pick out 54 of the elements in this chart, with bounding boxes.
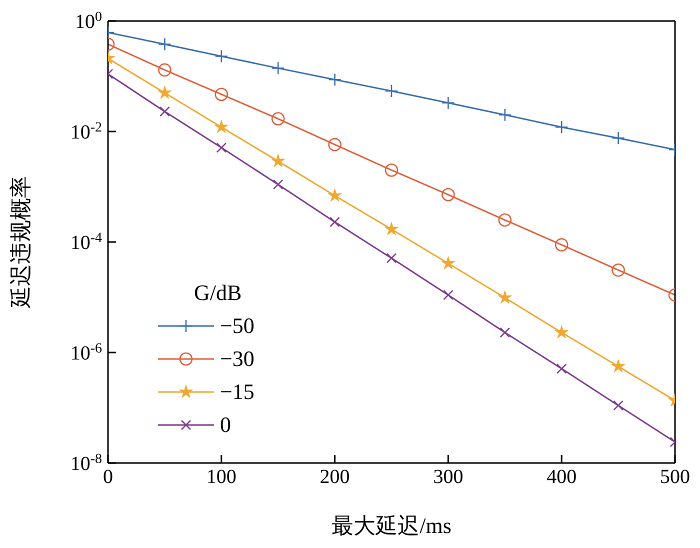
point	[554, 325, 569, 338]
point	[158, 86, 172, 99]
point	[613, 400, 624, 411]
x-axis-title: 最大延迟/ms	[332, 513, 452, 538]
point	[158, 63, 172, 77]
point	[500, 327, 510, 338]
point	[214, 50, 228, 63]
point	[384, 222, 398, 236]
y-tick-label: 10$^{0}$	[75, 10, 102, 33]
x-tick-label: 300	[433, 466, 464, 488]
point	[441, 256, 456, 270]
point	[442, 96, 455, 110]
point	[328, 72, 342, 86]
point	[611, 359, 626, 372]
point	[612, 263, 625, 277]
point	[498, 108, 512, 122]
point	[330, 216, 340, 228]
x-tick-label: 400	[546, 466, 577, 488]
point	[214, 120, 228, 134]
point	[328, 188, 342, 202]
y-tick-label: 10$^{-6}$	[70, 341, 102, 364]
point	[386, 253, 397, 264]
legend-label: −30	[220, 345, 254, 373]
y-tick-label: 10$^{-8}$	[70, 452, 102, 475]
point	[384, 84, 398, 98]
point	[216, 142, 227, 153]
point	[160, 106, 170, 117]
point	[554, 238, 568, 252]
point	[498, 290, 512, 304]
x-tick-label: 100	[206, 466, 236, 488]
point	[328, 138, 342, 152]
point	[554, 120, 568, 134]
point	[442, 188, 455, 202]
point	[384, 163, 398, 177]
point	[498, 213, 512, 227]
legend-label: −15	[220, 378, 254, 406]
y-tick-label: 10$^{-4}$	[70, 230, 102, 254]
y-axis-title: 延迟违规概率	[8, 176, 33, 309]
legend-title: G/dB	[193, 279, 243, 307]
legend-label: 0	[220, 411, 231, 439]
point	[443, 290, 454, 300]
point	[214, 88, 228, 102]
point	[612, 131, 625, 145]
point	[271, 62, 285, 75]
point	[271, 154, 286, 168]
point	[556, 364, 567, 374]
legend-label: −50	[220, 312, 254, 340]
x-tick-label: 500	[660, 466, 690, 488]
point	[271, 112, 285, 126]
point	[158, 38, 172, 51]
y-tick-label: 10$^{-2}$	[70, 120, 102, 144]
point	[272, 179, 284, 190]
x-tick-label: 0	[103, 466, 113, 488]
x-tick-label: 200	[320, 466, 350, 488]
